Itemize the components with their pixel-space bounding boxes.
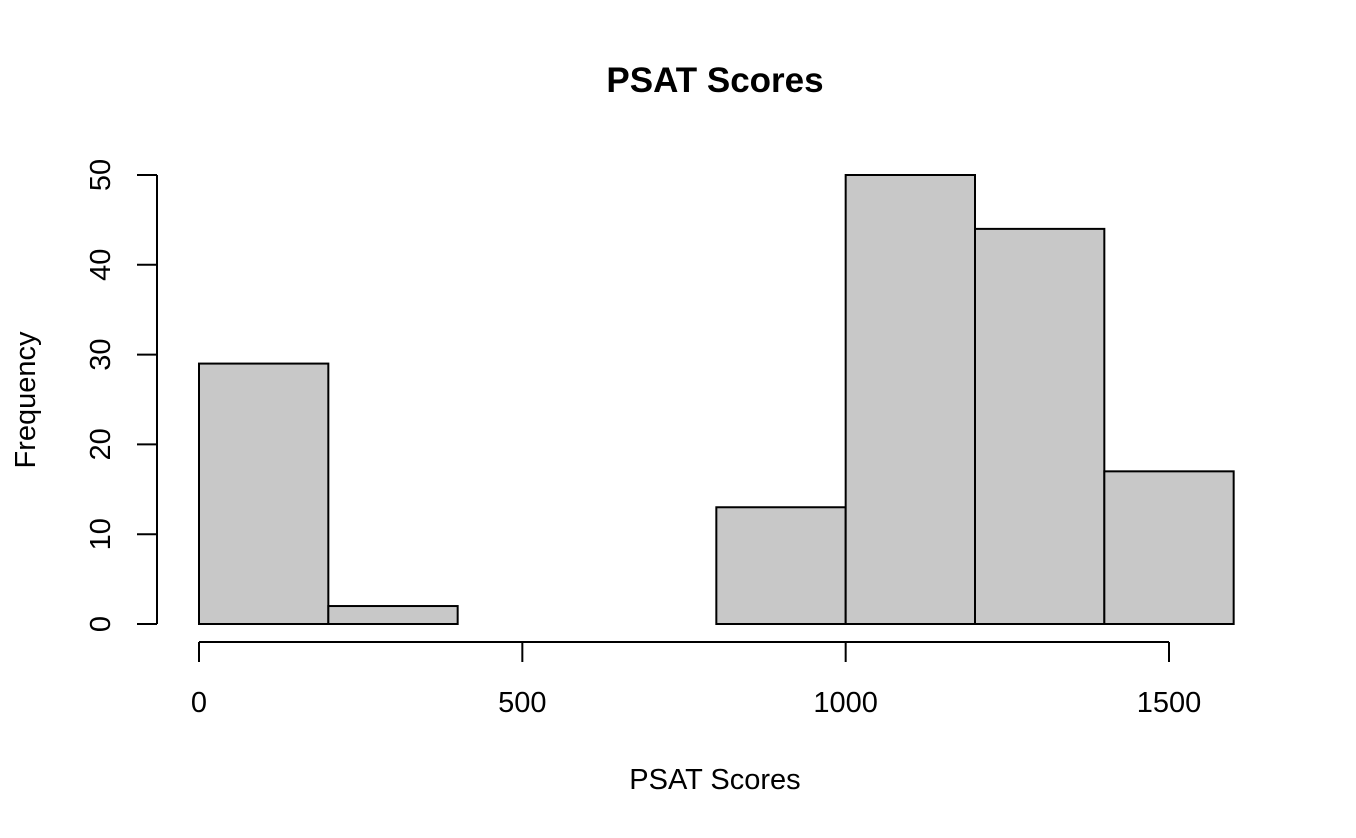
y-tick-label: 10 [85,518,117,550]
histogram-bar [715,506,847,626]
histogram-bar [327,605,459,625]
x-tick-label: 0 [191,687,207,719]
y-tick-label: 20 [85,428,117,460]
y-tick-label: 0 [85,616,117,632]
histogram-bar [844,174,977,625]
x-tick-label: 1000 [813,687,878,719]
x-axis-label: PSAT Scores [629,764,800,796]
histogram-bar [198,362,330,625]
chart-title: PSAT Scores [606,61,823,100]
histogram-bar [1103,470,1235,625]
x-tick-label: 1500 [1137,687,1202,719]
x-axis: 0 500 1000 1500 [191,641,1202,719]
x-tick-label: 500 [498,687,546,719]
y-tick-label: 30 [85,338,117,370]
histogram-bar [974,227,1106,625]
y-axis-label: Frequency [10,331,42,469]
y-axis: 0 10 20 30 40 50 [85,159,158,632]
y-tick-label: 50 [85,159,117,191]
bars-layer [198,174,1235,626]
y-tick-label: 40 [85,249,117,281]
